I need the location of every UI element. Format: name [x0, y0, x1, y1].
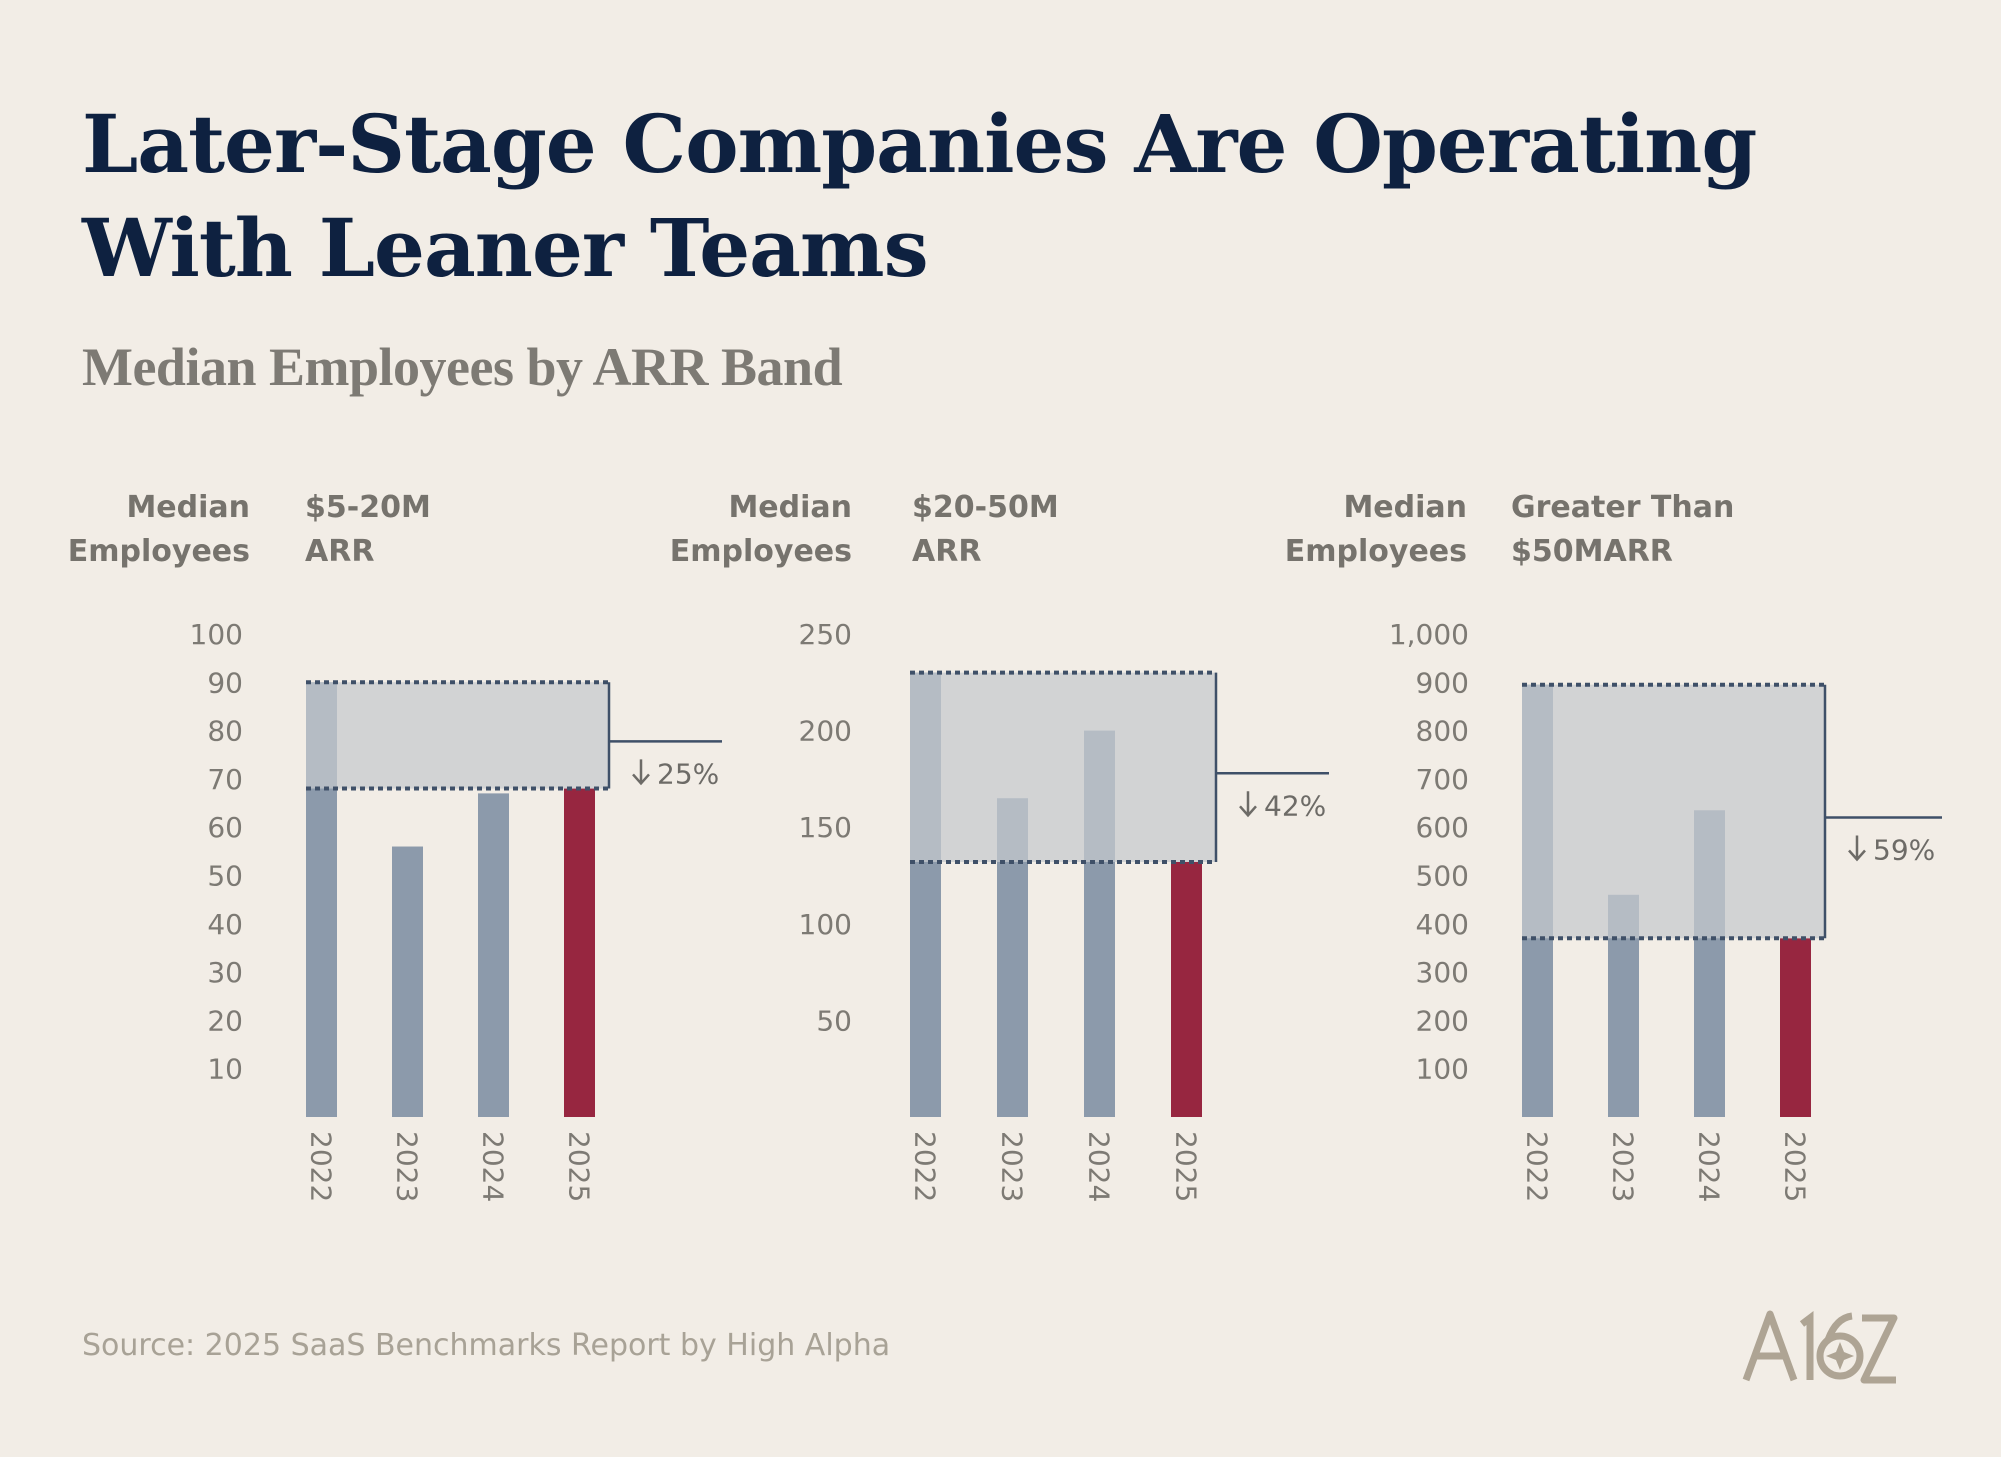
- highlight-bar: [1780, 938, 1811, 1117]
- panel-title-line-2: $50MARR: [1511, 534, 1673, 569]
- y-tick-label: 20: [207, 1004, 243, 1037]
- x-tick-label: 2023: [1607, 1131, 1640, 1202]
- y-tick-label: 40: [207, 908, 243, 941]
- x-tick-label: 2025: [563, 1131, 596, 1202]
- y-tick-label: 150: [799, 811, 852, 844]
- y-tick-label: 500: [1416, 860, 1469, 893]
- y-tick-label: 60: [207, 811, 243, 844]
- y-tick-label: 50: [816, 1004, 852, 1037]
- y-axis-title-line-2: Employees: [67, 534, 250, 569]
- a16z-logo: [1740, 1300, 1900, 1394]
- y-axis-title-line-2: Employees: [669, 534, 852, 569]
- panel-title-2: $20-50M ARR: [912, 486, 1059, 574]
- chart-panel-3: 100 200 300 400 500 600 700 800 900 1,000 59% 2022 2…: [1389, 618, 1942, 1202]
- panel-title-line-2: ARR: [912, 534, 982, 569]
- down-arrow-icon: [1239, 791, 1257, 818]
- change-label: 42%: [1264, 789, 1326, 822]
- panel-title-3: Greater Than $50MARR: [1511, 486, 1734, 574]
- x-tick-label: 2024: [477, 1131, 510, 1202]
- y-tick-label: 900: [1416, 666, 1469, 699]
- down-arrow-icon: [632, 759, 650, 786]
- change-label: 25%: [657, 757, 719, 790]
- y-tick-label: 90: [207, 666, 243, 699]
- y-axis-title-panel-2: Median Employees: [660, 486, 852, 574]
- y-tick-label: 200: [1416, 1004, 1469, 1037]
- change-band: [306, 682, 609, 789]
- change-label: 59%: [1873, 834, 1935, 867]
- y-tick-label: 100: [799, 908, 852, 941]
- y-tick-label: 400: [1416, 908, 1469, 941]
- panel-title-line-1: Greater Than: [1511, 490, 1735, 525]
- y-tick-label: 250: [799, 618, 852, 651]
- y-axis-title-line-1: Median: [126, 490, 250, 525]
- y-tick-label: 1,000: [1389, 618, 1469, 651]
- highlight-bar: [1171, 861, 1202, 1117]
- down-arrow-icon: [1848, 835, 1866, 862]
- x-tick-label: 2024: [1693, 1131, 1726, 1202]
- x-tick-label: 2022: [305, 1131, 338, 1202]
- y-tick-label: 80: [207, 715, 243, 748]
- x-tick-label: 2024: [1083, 1131, 1116, 1202]
- panel-title-1: $5-20M ARR: [305, 486, 431, 574]
- chart-panel-1: 10 20 30 40 50 60 70 80 90 100 25% 2022 2023 2024 2025: [190, 618, 722, 1202]
- bar: [478, 793, 509, 1117]
- y-tick-label: 300: [1416, 956, 1469, 989]
- x-tick-label: 2022: [1521, 1131, 1554, 1202]
- y-tick-label: 30: [207, 956, 243, 989]
- y-tick-label: 50: [207, 860, 243, 893]
- panel-title-line-1: $20-50M: [912, 490, 1059, 525]
- y-tick-label: 70: [207, 763, 243, 796]
- x-tick-label: 2025: [1779, 1131, 1812, 1202]
- y-axis-title-line-2: Employees: [1284, 534, 1467, 569]
- y-axis-title-line-1: Median: [1343, 490, 1467, 525]
- chart-title: Later-Stage Companies Are Operating With…: [82, 97, 1757, 295]
- change-band: [910, 672, 1216, 862]
- panel-title-line-1: $5-20M: [305, 490, 431, 525]
- y-tick-label: 100: [1416, 1053, 1469, 1086]
- chart-panel-2: 50 100 150 200 250 42% 2022 2023 2024 2025: [799, 618, 1329, 1202]
- y-tick-label: 700: [1416, 763, 1469, 796]
- x-tick-label: 2022: [909, 1131, 942, 1202]
- y-tick-label: 600: [1416, 811, 1469, 844]
- source-note: Source: 2025 SaaS Benchmarks Report by H…: [82, 1328, 891, 1363]
- x-tick-label: 2023: [391, 1131, 424, 1202]
- y-axis-title-panel-3: Median Employees: [1275, 486, 1467, 574]
- x-tick-label: 2023: [996, 1131, 1029, 1202]
- bar: [392, 846, 423, 1117]
- y-tick-label: 800: [1416, 715, 1469, 748]
- y-axis-title-panel-1: Median Employees: [60, 486, 250, 574]
- x-tick-label: 2025: [1170, 1131, 1203, 1202]
- y-tick-label: 10: [207, 1053, 243, 1086]
- chart-subtitle: Median Employees by ARR Band: [82, 337, 843, 397]
- panel-title-line-2: ARR: [305, 534, 375, 569]
- y-tick-label: 100: [190, 618, 243, 651]
- y-tick-label: 200: [799, 715, 852, 748]
- highlight-bar: [564, 788, 595, 1117]
- y-axis-title-line-1: Median: [728, 490, 852, 525]
- change-band: [1522, 684, 1825, 939]
